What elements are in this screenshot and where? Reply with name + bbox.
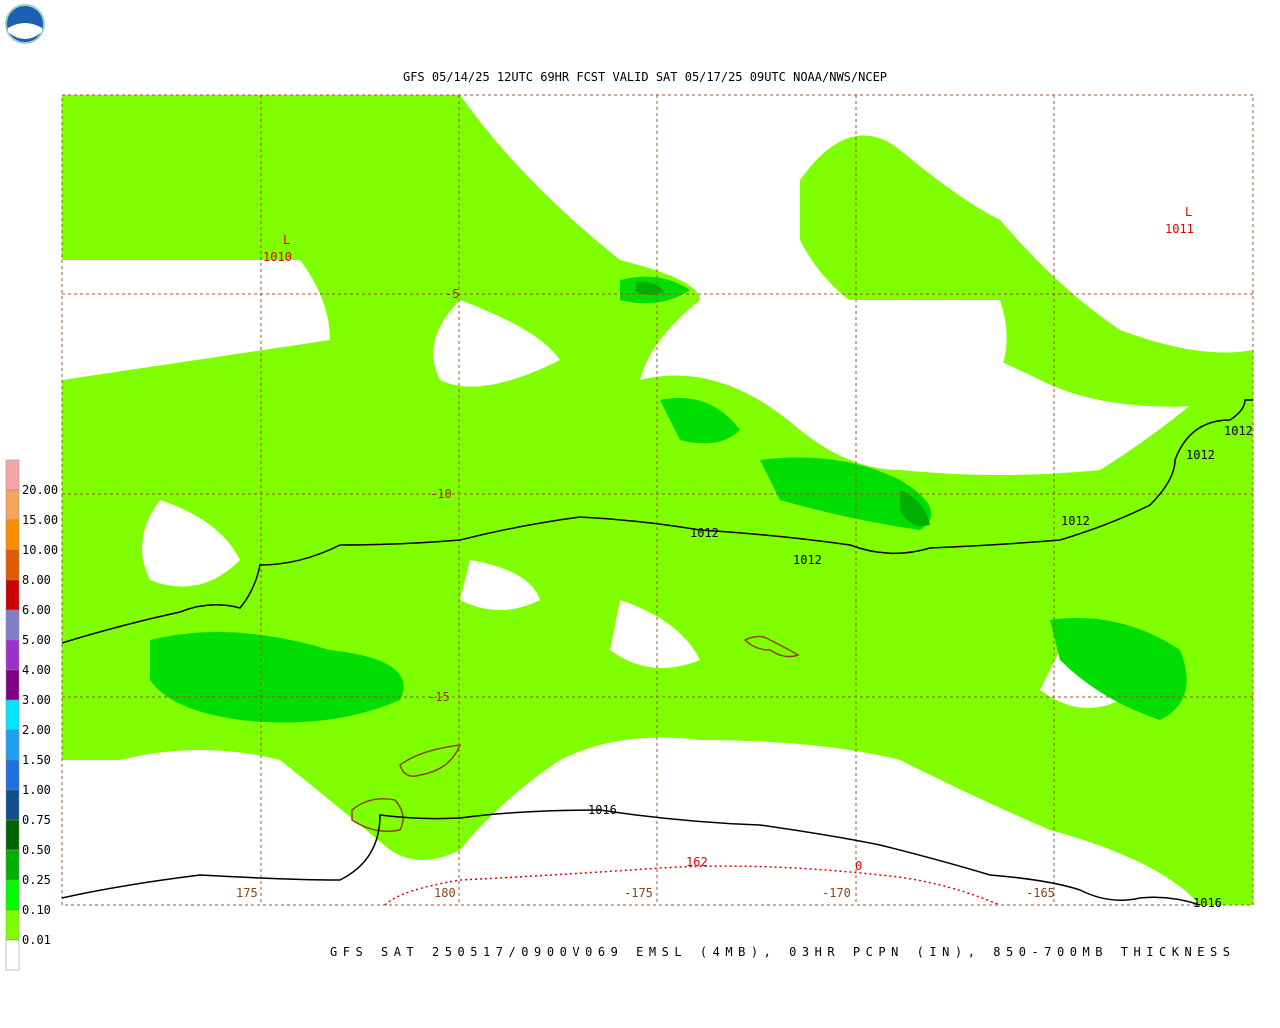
legend-label: 4.00 [22,663,51,677]
lon-label: 175 [236,886,258,900]
legend: 20.00 15.00 10.00 8.00 6.00 5.00 4.00 3.00 2.00 1… [5,459,58,971]
lon-label: -175 [624,886,653,900]
legend-swatch [5,459,20,491]
pressure-label: 1012 [1224,424,1253,438]
lon-label: -165 [1026,886,1055,900]
thickness-contour [384,865,1001,906]
thickness-label: 0 [855,859,862,873]
legend-swatch [5,549,20,581]
legend-label: 0.10 [22,903,51,917]
low-symbol: L [283,233,290,247]
legend-label: 1.50 [22,753,51,767]
low-value: 1011 [1165,222,1194,236]
legend-swatch [5,849,20,881]
legend-label: 0.75 [22,813,51,827]
legend-label: 0.25 [22,873,51,887]
noaa-logo [5,4,45,44]
low-value: 1010 [263,250,292,264]
legend-swatch [5,729,20,761]
lon-label: -170 [822,886,851,900]
legend-swatch [5,819,20,851]
pressure-label: 1012 [1061,514,1090,528]
legend-label: 10.00 [22,543,58,557]
legend-swatch [5,609,20,641]
legend-label: 20.00 [22,483,58,497]
pressure-label: 1016 [588,803,617,817]
lat-label: -5 [445,287,459,301]
legend-label: 1.00 [22,783,51,797]
legend-label: 0.50 [22,843,51,857]
low-symbol: L [1185,205,1192,219]
pressure-contours [61,399,1253,906]
legend-swatch [5,579,20,611]
grid [61,94,1254,906]
pressure-label: 1012 [690,526,719,540]
legend-swatch [5,939,20,971]
lat-label: -10 [430,487,452,501]
legend-swatch [5,759,20,791]
legend-label: 2.00 [22,723,51,737]
legend-swatch [5,879,20,911]
legend-label: 15.00 [22,513,58,527]
lon-label: 180 [434,886,456,900]
legend-swatch [5,909,20,941]
pressure-label: 1012 [1186,448,1215,462]
legend-label: 5.00 [22,633,51,647]
legend-swatch [5,669,20,701]
legend-label: 6.00 [22,603,51,617]
pressure-label: 1016 [1193,896,1222,910]
map-title: GFS 05/14/25 12UTC 69HR FCST VALID SAT 0… [403,70,887,84]
legend-swatch [5,489,20,521]
legend-swatch [5,699,20,731]
legend-swatch [5,639,20,671]
lat-label: -15 [428,690,450,704]
thickness-label: 162 [686,855,708,869]
legend-swatch [5,789,20,821]
map-caption: GFS SAT 250517/0900V069 EMSL (4MB), 03HR… [330,945,1230,959]
legend-label: 0.01 [22,933,51,947]
legend-label: 3.00 [22,693,51,707]
pressure-label: 1012 [793,553,822,567]
legend-swatch [5,519,20,551]
legend-label: 8.00 [22,573,51,587]
